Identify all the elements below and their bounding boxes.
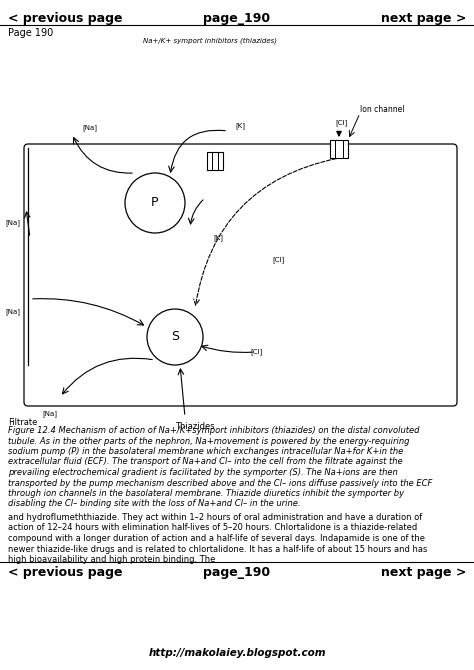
Text: P: P <box>151 196 159 210</box>
Text: Figure 12.4 Mechanism of action of Na+/K+symport inhibitors (thiazides) on the d: Figure 12.4 Mechanism of action of Na+/K… <box>8 426 419 435</box>
Text: Thiazides: Thiazides <box>175 422 215 431</box>
Text: next page >: next page > <box>381 566 466 579</box>
Text: and hydroflumeththiazide. They act within 1–2 hours of oral administration and h: and hydroflumeththiazide. They act withi… <box>8 513 422 522</box>
Text: action of 12–24 hours with elimination half-lives of 5–20 hours. Chlortalidone i: action of 12–24 hours with elimination h… <box>8 523 417 533</box>
Text: http://makolaiey.blogspot.com: http://makolaiey.blogspot.com <box>148 648 326 658</box>
Text: Ion channel: Ion channel <box>360 105 404 115</box>
Text: Na+/K+ symport inhibitors (thiazides): Na+/K+ symport inhibitors (thiazides) <box>143 37 277 44</box>
Text: newer thiazide-like drugs and is related to chlortalidone. It has a half-life of: newer thiazide-like drugs and is related… <box>8 545 428 553</box>
Text: [Na]: [Na] <box>82 125 98 131</box>
Text: Page 190: Page 190 <box>8 28 53 38</box>
Text: < previous page: < previous page <box>8 12 122 25</box>
Text: [K]: [K] <box>235 123 245 129</box>
Text: [K]: [K] <box>213 234 223 241</box>
Text: [Cl]: [Cl] <box>336 120 348 127</box>
Text: sodium pump (P) in the basolateral membrane which exchanges intracellular Na+for: sodium pump (P) in the basolateral membr… <box>8 447 403 456</box>
Bar <box>207 152 223 170</box>
Bar <box>330 140 348 158</box>
Text: Filtrate: Filtrate <box>8 418 37 427</box>
Text: extracellular fluid (ECF). The transport of Na+and Cl– into the cell from the fi: extracellular fluid (ECF). The transport… <box>8 458 402 466</box>
Text: < previous page: < previous page <box>8 566 122 579</box>
Text: next page >: next page > <box>381 12 466 25</box>
Text: [Na]: [Na] <box>6 309 20 316</box>
Text: [Na]: [Na] <box>43 411 57 417</box>
Text: [Cl]: [Cl] <box>272 257 284 263</box>
Text: page_190: page_190 <box>203 12 271 25</box>
Text: prevailing electrochemical gradient is facilitated by the symporter (S). The Na+: prevailing electrochemical gradient is f… <box>8 468 398 477</box>
Text: transported by the pump mechanism described above and the Cl– ions diffuse passi: transported by the pump mechanism descri… <box>8 478 432 488</box>
Text: tubule. As in the other parts of the nephron, Na+movement is powered by the ener: tubule. As in the other parts of the nep… <box>8 436 410 446</box>
Text: [Na]: [Na] <box>6 220 20 226</box>
Text: disabling the Cl– binding site with the loss of Na+and Cl– in the urine.: disabling the Cl– binding site with the … <box>8 500 301 509</box>
Text: through ion channels in the basolateral membrane. Thiazide diuretics inhibit the: through ion channels in the basolateral … <box>8 489 404 498</box>
Text: compound with a longer duration of action and a half-life of several days. Indap: compound with a longer duration of actio… <box>8 534 425 543</box>
Text: S: S <box>171 330 179 344</box>
Text: [Cl]: [Cl] <box>250 348 262 355</box>
Text: high bioavailability and high protein binding. The: high bioavailability and high protein bi… <box>8 555 215 564</box>
Text: page_190: page_190 <box>203 566 271 579</box>
